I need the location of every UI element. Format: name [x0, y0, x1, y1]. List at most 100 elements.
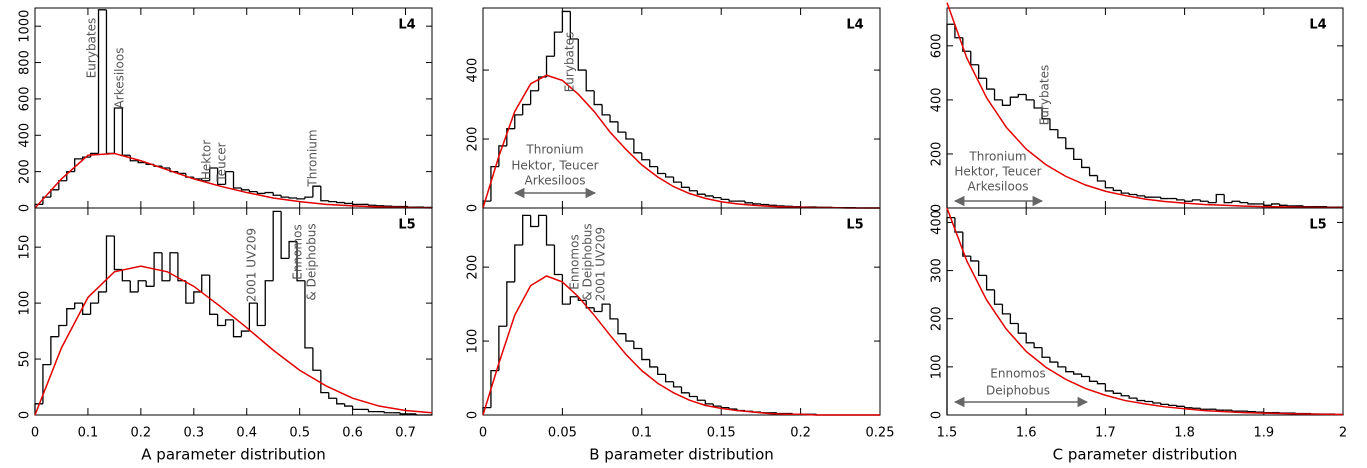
- histogram-bin: [415, 413, 425, 416]
- histogram-bin: [312, 185, 321, 198]
- fit-curve: [34, 265, 433, 416]
- histogram-bin: [569, 11, 579, 40]
- y-tick-label: 0: [930, 204, 945, 212]
- histogram-bin: [74, 302, 83, 309]
- histogram-bin: [657, 366, 666, 375]
- y-tick-label: 100: [466, 329, 481, 354]
- histogram-bin: [367, 409, 377, 413]
- histogram-bin: [185, 280, 194, 304]
- x-tick-label: 1.6: [1016, 426, 1037, 441]
- histogram-bin: [272, 192, 282, 196]
- histogram-bin: [970, 256, 979, 262]
- histogram-bin: [97, 9, 107, 154]
- histogram-bin: [81, 156, 91, 159]
- histogram-bin: [232, 171, 242, 189]
- histogram-bin: [1128, 395, 1138, 399]
- histogram-bin: [514, 244, 523, 282]
- histogram-bin: [1239, 201, 1248, 204]
- histogram-bin: [42, 196, 51, 205]
- histogram-bin: [280, 195, 290, 198]
- y-tick-label: 200: [466, 255, 481, 280]
- histogram-bin: [1286, 205, 1296, 207]
- histogram-bin: [1017, 323, 1027, 334]
- histogram-bin: [1199, 199, 1209, 202]
- annotation: Arkesiloos: [525, 174, 586, 188]
- histogram-bin: [89, 152, 99, 158]
- histogram-bin: [1223, 194, 1233, 204]
- annotation: 2001 UV209: [245, 228, 259, 302]
- x-tick-label: 0.1: [631, 426, 652, 441]
- x-tick-label: 0.2: [790, 426, 811, 441]
- histogram-bin: [216, 168, 226, 186]
- histogram-bin: [1112, 390, 1122, 394]
- histogram-bin: [720, 406, 730, 409]
- histogram-bin: [1160, 402, 1169, 406]
- histogram-bin: [1231, 200, 1241, 203]
- histogram-bin: [201, 274, 210, 292]
- histogram-bin: [328, 392, 337, 399]
- histogram-bin: [89, 302, 99, 315]
- x-tick-label: 0.5: [289, 426, 310, 441]
- histogram-bin: [1176, 198, 1185, 201]
- histogram-bin: [1065, 366, 1074, 373]
- histogram-bin: [1176, 405, 1185, 407]
- histogram-bin: [1049, 118, 1058, 131]
- histogram-bin: [145, 280, 155, 287]
- histogram-bin: [529, 90, 539, 105]
- histogram-bin: [34, 403, 43, 415]
- histogram-bin: [1144, 195, 1153, 198]
- plot-frame: [34, 207, 433, 416]
- histogram-bin: [1096, 381, 1106, 385]
- y-tick-label: 600: [18, 86, 33, 111]
- x-tick-label: 0.4: [236, 426, 257, 441]
- histogram-bin: [272, 210, 282, 281]
- histogram-bin: [137, 280, 147, 292]
- histogram-bin: [1049, 357, 1058, 363]
- histogram-bin: [545, 215, 555, 246]
- histogram-bin: [985, 275, 995, 291]
- histogram-bin: [672, 381, 682, 388]
- histogram-bin: [1057, 129, 1066, 139]
- x-tick-label: 0.25: [866, 426, 895, 441]
- histogram-bin: [985, 78, 995, 90]
- histogram-bin: [688, 187, 698, 192]
- histogram-bin: [529, 215, 539, 228]
- histogram-bin: [240, 188, 250, 191]
- histogram-bin: [946, 23, 955, 208]
- x-tick-label: 2: [1339, 426, 1347, 441]
- histogram-bin: [1120, 190, 1130, 194]
- y-tick-label: 400: [930, 87, 945, 112]
- histogram-bin: [506, 281, 515, 327]
- histogram-bin: [712, 403, 722, 407]
- histogram-bin: [688, 392, 698, 398]
- x-axis-label: B parameter distribution: [589, 446, 774, 464]
- histogram-bin: [1104, 383, 1114, 392]
- histogram-bin: [367, 204, 377, 206]
- x-tick-label: 0.6: [342, 426, 363, 441]
- y-tick-label: 0: [18, 204, 33, 212]
- histogram-bin: [577, 39, 587, 71]
- histogram-bin: [561, 274, 571, 305]
- histogram-bin: [344, 202, 353, 205]
- x-tick-label: 1.5: [937, 426, 958, 441]
- histogram-bin: [50, 336, 59, 365]
- histogram-bin: [1183, 199, 1193, 202]
- histogram-bin: [351, 406, 361, 411]
- histogram-bin: [1080, 374, 1090, 378]
- annotation: Hektor, Teucer: [511, 159, 598, 173]
- annotation: Thronium: [306, 129, 320, 187]
- histogram-bin: [1088, 376, 1098, 382]
- histogram-bin: [113, 235, 123, 271]
- histogram-bin: [137, 160, 147, 164]
- histogram-bin: [336, 398, 345, 405]
- y-tick-label: 1000: [18, 10, 33, 43]
- panel-label: L5: [1309, 218, 1326, 233]
- histogram-bin: [962, 37, 971, 52]
- x-axis-label: A parameter distribution: [141, 446, 325, 464]
- histogram-bin: [553, 244, 563, 276]
- histogram-bin: [288, 240, 298, 259]
- histogram-bin: [728, 407, 738, 410]
- histogram-bin: [121, 108, 131, 156]
- histogram-bin: [1073, 148, 1082, 161]
- y-tick-label: 400: [18, 123, 33, 148]
